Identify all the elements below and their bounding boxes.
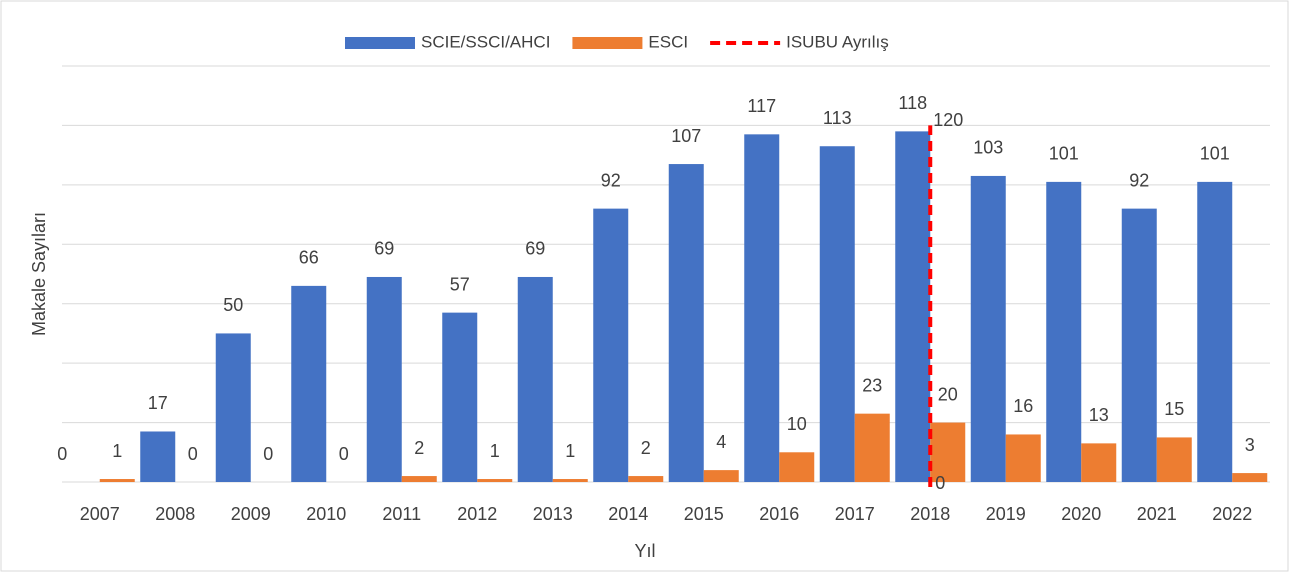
data-label: 0 (339, 444, 349, 464)
bar (1156, 437, 1192, 482)
data-label: 50 (223, 295, 243, 315)
x-tick-label: 2009 (231, 504, 271, 524)
legend-label: ISUBU Ayrılış (786, 32, 889, 51)
data-label: 20 (938, 384, 958, 404)
bar (140, 431, 176, 482)
bar (854, 413, 890, 482)
legend-swatch (572, 37, 643, 49)
x-tick-label: 2013 (533, 504, 573, 524)
x-tick-label: 2022 (1212, 504, 1252, 524)
data-label: 16 (1013, 396, 1033, 416)
bar (517, 276, 553, 482)
bar (628, 476, 664, 482)
bar (366, 276, 402, 482)
data-label: 0 (263, 444, 273, 464)
x-tick-label: 2015 (684, 504, 724, 524)
bar (477, 479, 513, 482)
data-label: 117 (747, 96, 776, 116)
bar (593, 208, 629, 482)
data-label: 107 (671, 126, 701, 146)
data-label: 2 (414, 438, 424, 458)
bar (552, 479, 588, 482)
y-axis-title: Makale Sayıları (29, 212, 49, 336)
data-label: 92 (1129, 170, 1149, 190)
data-label: 23 (862, 375, 882, 395)
data-label: 92 (601, 170, 621, 190)
data-label: 101 (1049, 144, 1079, 164)
data-label: 113 (823, 108, 852, 128)
bar (1081, 443, 1117, 482)
data-label: 1 (565, 441, 575, 461)
data-label: 15 (1164, 399, 1184, 419)
bar (819, 146, 855, 482)
x-tick-label: 2020 (1061, 504, 1101, 524)
x-tick-label: 2008 (155, 504, 195, 524)
bar (895, 131, 931, 482)
data-label: 69 (525, 239, 545, 259)
data-label: 57 (450, 274, 470, 294)
data-label: 17 (148, 393, 168, 413)
data-label: 120 (933, 110, 963, 130)
data-label: 103 (973, 138, 1003, 158)
data-label: 1 (490, 441, 500, 461)
bar (1046, 181, 1082, 482)
x-tick-label: 2014 (608, 504, 648, 524)
data-label: 118 (898, 93, 927, 113)
x-tick-label: 2010 (306, 504, 346, 524)
legend: SCIE/SSCI/AHCI ESCI ISUBU Ayrılış (345, 32, 889, 51)
x-tick-label: 2021 (1137, 504, 1177, 524)
x-tick-label: 2016 (759, 504, 799, 524)
x-tick-label: 2012 (457, 504, 497, 524)
data-label: 101 (1200, 144, 1230, 164)
bar (99, 479, 135, 482)
data-label: 4 (716, 432, 726, 452)
bar (1197, 181, 1233, 482)
bar (779, 452, 815, 482)
x-tick-label: 2019 (986, 504, 1026, 524)
data-label: 1 (112, 441, 122, 461)
data-label: 0 (57, 444, 67, 464)
data-label: 0 (188, 444, 198, 464)
data-label: 0 (935, 473, 945, 493)
data-label: 13 (1089, 405, 1109, 425)
bar (703, 470, 739, 482)
x-tick-label: 2017 (835, 504, 875, 524)
data-label: 3 (1245, 435, 1255, 455)
data-label: 10 (787, 414, 807, 434)
bar (442, 312, 478, 482)
bar (1121, 208, 1157, 482)
data-label: 69 (374, 239, 394, 259)
bar (668, 164, 704, 483)
legend-label: ESCI (648, 32, 688, 51)
x-axis-title: Yıl (634, 541, 655, 561)
bar (215, 333, 251, 482)
bar (291, 285, 327, 482)
bar (401, 476, 437, 482)
bar (930, 422, 966, 482)
bar (1232, 473, 1268, 482)
data-label: 2 (641, 438, 651, 458)
legend-swatch (345, 37, 415, 49)
data-label: 66 (299, 248, 319, 268)
legend-label: SCIE/SSCI/AHCI (421, 32, 550, 51)
bar (970, 175, 1006, 482)
x-tick-label: 2011 (382, 504, 421, 524)
bar (744, 134, 780, 483)
x-tick-label: 2018 (910, 504, 950, 524)
bar (1005, 434, 1041, 482)
x-tick-label: 2007 (80, 504, 120, 524)
